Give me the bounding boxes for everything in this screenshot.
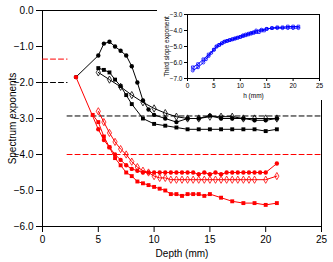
svg-text:25: 25 bbox=[316, 82, 324, 89]
svg-text:−7.0: −7.0 bbox=[170, 75, 183, 82]
svg-text:15: 15 bbox=[204, 234, 216, 245]
svg-text:−4.0: −4.0 bbox=[13, 148, 34, 160]
svg-text:5: 5 bbox=[96, 234, 102, 245]
svg-text:0: 0 bbox=[40, 234, 46, 245]
svg-text:25: 25 bbox=[316, 234, 328, 245]
svg-text:15: 15 bbox=[263, 82, 271, 89]
svg-text:Third slope exponent: Third slope exponent bbox=[163, 16, 171, 77]
svg-text:h (mm): h (mm) bbox=[243, 92, 264, 100]
svg-text:5: 5 bbox=[212, 82, 216, 89]
svg-text:−2.0: −2.0 bbox=[13, 76, 34, 88]
svg-text:20: 20 bbox=[260, 234, 272, 245]
svg-text:Depth (mm): Depth (mm) bbox=[156, 248, 209, 259]
svg-text:10: 10 bbox=[237, 82, 245, 89]
svg-text:10: 10 bbox=[149, 234, 161, 245]
svg-text:−3.0: −3.0 bbox=[13, 112, 34, 124]
svg-text:−1.0: −1.0 bbox=[14, 41, 34, 52]
svg-text:0: 0 bbox=[186, 82, 190, 89]
svg-text:−6.0: −6.0 bbox=[170, 59, 183, 66]
svg-text:−3.0: −3.0 bbox=[170, 11, 183, 18]
svg-text:−4.0: −4.0 bbox=[170, 27, 183, 34]
svg-text:Spectrum exponents: Spectrum exponents bbox=[7, 73, 18, 165]
svg-text:−5.0: −5.0 bbox=[14, 185, 34, 196]
svg-text:−5.0: −5.0 bbox=[170, 43, 183, 50]
svg-text:−6.0: −6.0 bbox=[14, 221, 34, 232]
svg-text:20: 20 bbox=[289, 82, 297, 89]
svg-text:0.0: 0.0 bbox=[20, 5, 34, 16]
